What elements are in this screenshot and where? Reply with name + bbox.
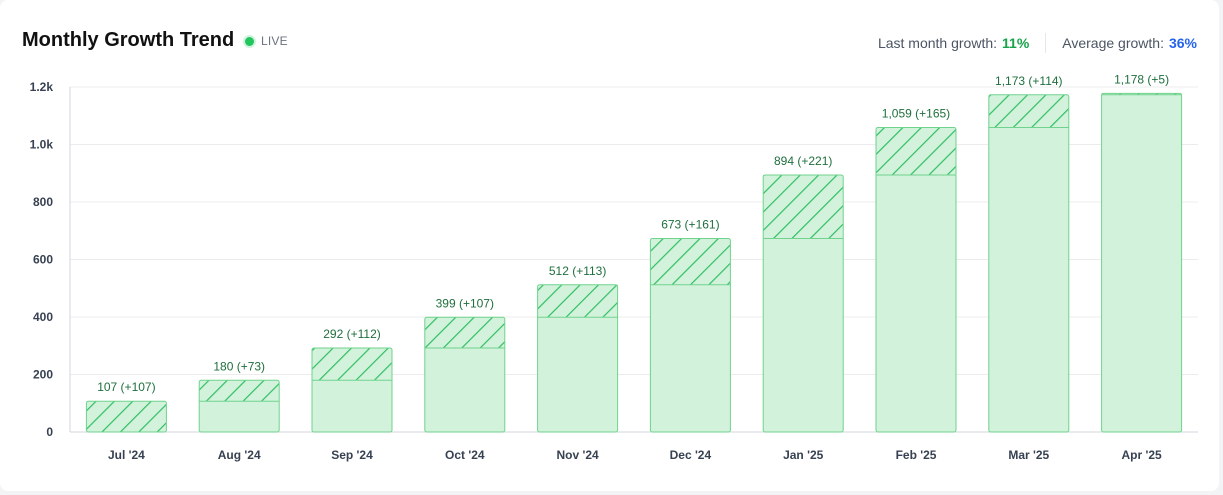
bar-outline <box>311 347 393 433</box>
y-tick-label: 400 <box>33 310 53 324</box>
bar-data-label: 894 (+221) <box>774 154 832 168</box>
bar-data-label: 292 (+112) <box>323 327 381 341</box>
bar-base-segment <box>650 284 731 432</box>
x-tick-label: Apr '25 <box>1121 448 1162 462</box>
average-growth-value: 36% <box>1168 35 1197 51</box>
bar-data-label: 673 (+161) <box>661 218 719 232</box>
average-growth-label: Average growth: <box>1062 35 1164 51</box>
bar-growth-segment <box>650 238 731 285</box>
bar-growth-segment <box>1101 93 1182 95</box>
bar-growth-segment <box>312 348 392 381</box>
bar-outline <box>198 379 280 433</box>
x-tick-label: Mar '25 <box>1008 448 1049 462</box>
bar-growth-segment <box>86 401 167 432</box>
bar-growth-segment <box>424 317 505 349</box>
bar-data-label: 1,059 (+165) <box>882 107 950 121</box>
y-tick-label: 200 <box>33 368 53 382</box>
bar-outline <box>1101 92 1183 433</box>
bar-base-segment <box>988 127 1069 432</box>
bar-outline <box>988 94 1070 433</box>
y-tick-label: 1.2k <box>30 80 54 94</box>
bar-data-label: 1,173 (+114) <box>995 74 1063 88</box>
bar-base-segment <box>763 238 844 432</box>
bar-outline <box>762 174 844 433</box>
bar-growth-segment <box>763 174 844 239</box>
y-tick-label: 800 <box>33 195 53 209</box>
bar-outline <box>85 400 167 433</box>
x-tick-label: Feb '25 <box>896 448 937 462</box>
bar-data-label: 1,178 (+5) <box>1114 72 1169 86</box>
stats-divider <box>1045 33 1047 53</box>
bar-outline <box>537 284 619 433</box>
bar-growth-segment <box>988 94 1069 128</box>
bar-data-label: 399 (+107) <box>436 296 494 310</box>
x-tick-label: Dec '24 <box>670 448 712 462</box>
bar-growth-segment <box>537 284 618 318</box>
bar-data-label: 180 (+73) <box>213 359 265 373</box>
bar-base-segment <box>199 401 280 432</box>
bar-base-segment <box>424 348 505 432</box>
bar-growth-segment <box>199 380 280 402</box>
x-tick-label: Oct '24 <box>445 448 485 462</box>
last-month-growth-stat: Last month growth: 11% <box>878 35 1029 51</box>
growth-stats: Last month growth: 11% Average growth: 3… <box>878 33 1197 53</box>
x-tick-label: Nov '24 <box>556 448 599 462</box>
bar-growth-segment <box>876 127 956 175</box>
bar-outline <box>649 238 731 433</box>
chart-title: Monthly Growth Trend <box>22 29 235 51</box>
x-tick-label: Jan '25 <box>783 448 824 462</box>
x-tick-label: Aug '24 <box>218 448 261 462</box>
live-indicator: LIVE <box>245 34 288 48</box>
average-growth-stat: Average growth: 36% <box>1062 35 1197 51</box>
y-tick-label: 600 <box>33 253 53 267</box>
live-label: LIVE <box>261 34 288 48</box>
bar-data-label: 107 (+107) <box>97 380 155 394</box>
y-tick-label: 1.0k <box>30 138 54 152</box>
last-month-growth-value: 11% <box>1002 35 1030 51</box>
last-month-growth-label: Last month growth: <box>877 35 998 51</box>
x-tick-label: Jul '24 <box>108 448 145 462</box>
bar-base-segment <box>312 380 392 432</box>
bar-data-label: 512 (+113) <box>549 264 607 278</box>
bar-base-segment <box>1101 94 1182 432</box>
x-tick-label: Sep '24 <box>331 448 373 462</box>
bar-outline <box>424 316 506 433</box>
live-dot-icon <box>245 36 254 46</box>
bar-outline <box>875 127 957 433</box>
y-tick-label: 0 <box>46 425 53 439</box>
bar-base-segment <box>876 174 956 432</box>
bar-base-segment <box>537 317 618 432</box>
